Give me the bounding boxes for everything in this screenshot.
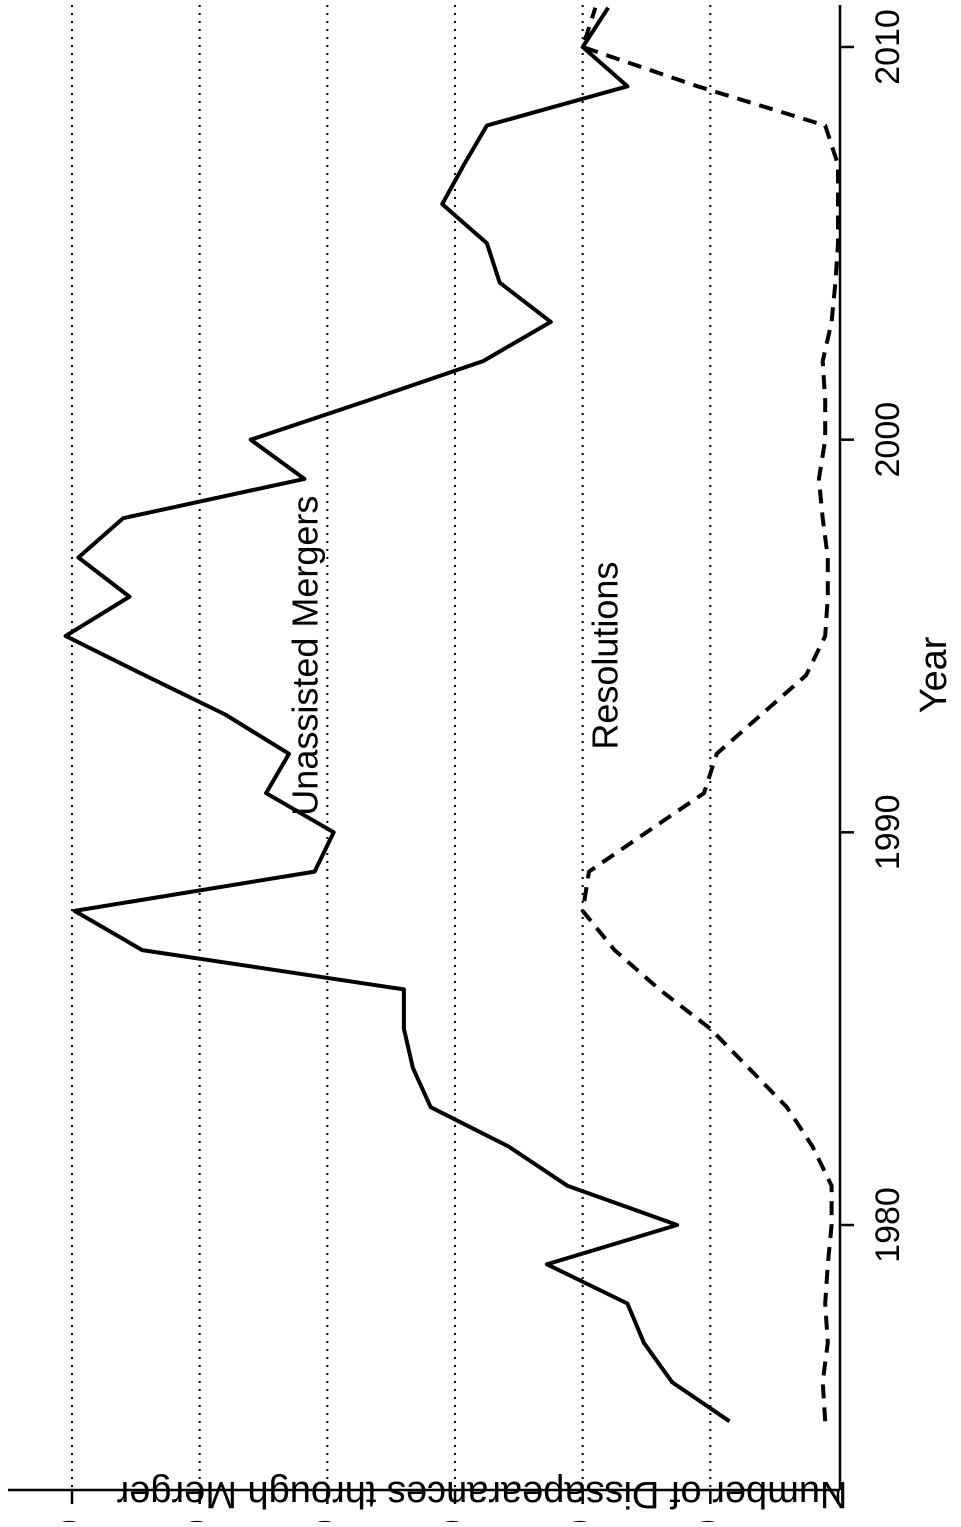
x-axis-title: Year xyxy=(913,636,955,713)
year-tick-label-2000: 2000 xyxy=(869,402,907,478)
annotation-unassisted-mergers: Unassisted Mergers xyxy=(285,496,326,816)
labels: 19801990200020100100200300400500600Unass… xyxy=(51,9,955,1527)
series-line-unassisted-mergers xyxy=(63,6,731,1423)
year-tick-label-2010: 2010 xyxy=(869,9,907,85)
series-line-resolutions xyxy=(580,7,840,1422)
annotation-resolutions: Resolutions xyxy=(585,562,626,750)
y-axis-title: Number of Dissapearances through Merger xyxy=(116,1473,847,1515)
year-tick-label-1980: 1980 xyxy=(869,1187,907,1263)
year-tick-label-1990: 1990 xyxy=(869,795,907,871)
series-lines xyxy=(63,6,840,1423)
axes xyxy=(8,5,854,1504)
